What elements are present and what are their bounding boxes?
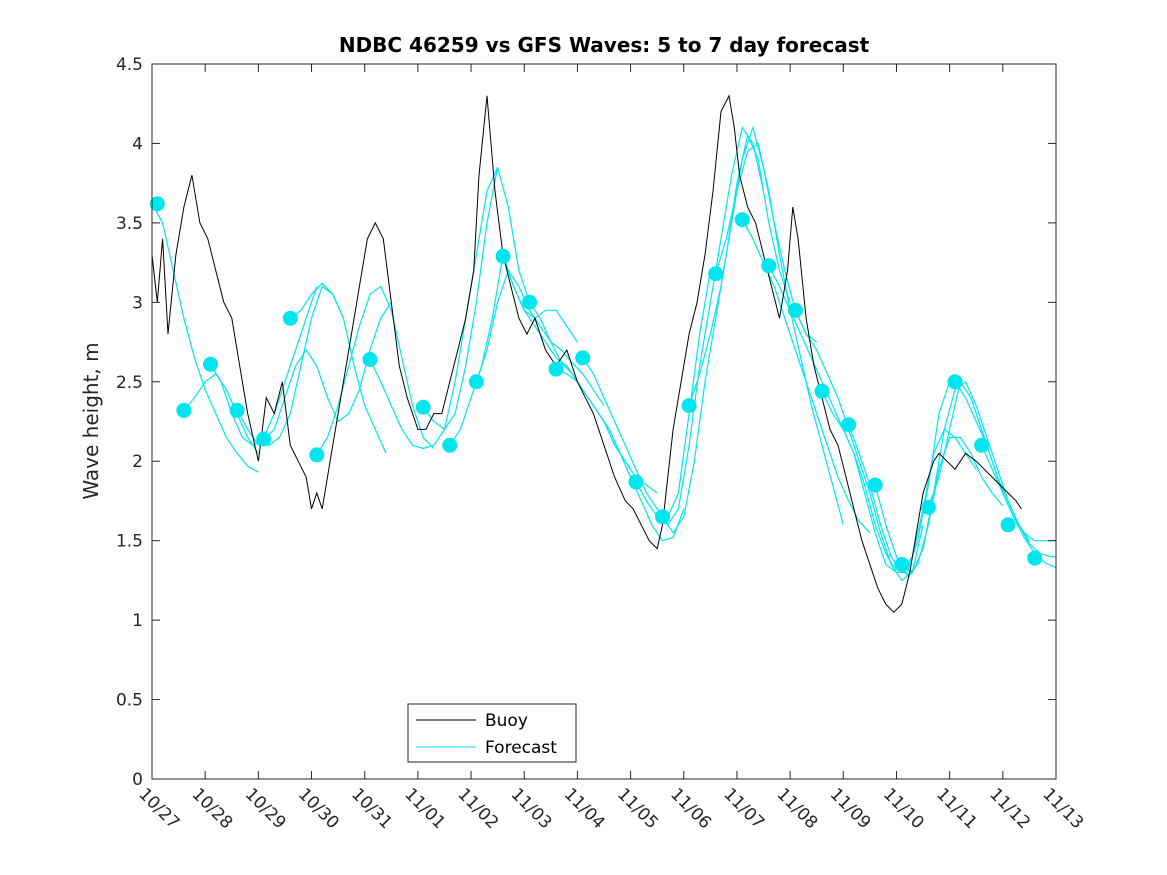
- y-tick-label-2: 1: [132, 611, 143, 631]
- y-tick-label-8: 4: [132, 134, 143, 154]
- forecast-marker-2: [203, 356, 218, 372]
- y-tick-label-1: 0.5: [116, 691, 143, 711]
- forecast-marker-23: [841, 417, 857, 433]
- forecast-run-line-6: [316, 285, 435, 456]
- forecast-marker-7: [362, 352, 378, 367]
- forecast-marker-22: [814, 383, 830, 399]
- axes-box: [151, 63, 1057, 780]
- forecast-run-line-14: [582, 270, 711, 518]
- legend-label-forecast: Forecast: [485, 738, 557, 758]
- forecast-run-line-4: [263, 301, 392, 440]
- legend-label-buoy: Buoy: [485, 711, 528, 731]
- legend: Buoy Forecast: [407, 703, 577, 763]
- forecast-marker-17: [681, 398, 697, 414]
- forecast-run-line-8: [422, 167, 531, 431]
- forecast-run-line-28: [981, 445, 1057, 569]
- forecast-marker-14: [575, 350, 591, 366]
- forecast-run-line-3: [236, 285, 344, 446]
- forecast-run-line-27: [954, 381, 1056, 558]
- forecast-marker-10: [468, 374, 484, 390]
- y-tick-label-4: 2: [132, 452, 143, 472]
- y-tick-label-9: 4.5: [116, 55, 143, 75]
- forecast-marker-12: [522, 294, 538, 310]
- forecast-marker-29: [1000, 517, 1016, 533]
- y-tick-label-0: 0: [132, 770, 143, 790]
- forecast-marker-19: [734, 212, 750, 228]
- forecast-marker-27: [947, 374, 963, 390]
- legend-box: [407, 703, 577, 763]
- forecast-run-line-21: [794, 310, 924, 582]
- y-tick-label-5: 2.5: [116, 373, 143, 393]
- forecast-run-line-7: [369, 167, 499, 450]
- forecast-marker-26: [920, 499, 936, 515]
- forecast-marker-0: [149, 196, 165, 212]
- forecast-marker-24: [867, 477, 883, 493]
- chart-title: NDBC 46259 vs GFS Waves: 5 to 7 day fore…: [339, 33, 870, 57]
- series-layer: [149, 94, 1057, 613]
- forecast-marker-15: [628, 474, 644, 490]
- forecast-run-line-18: [715, 142, 844, 525]
- forecast-marker-13: [548, 361, 564, 377]
- forecast-marker-16: [655, 509, 670, 525]
- forecast-run-line-10: [475, 269, 605, 406]
- forecast-run-line-24: [874, 436, 1004, 577]
- forecast-marker-30: [1027, 550, 1043, 566]
- forecast-marker-18: [708, 266, 724, 282]
- forecast-marker-4: [256, 431, 272, 447]
- forecast-marker-11: [495, 248, 511, 264]
- buoy-line: [151, 94, 1022, 613]
- y-tick-label-7: 3.5: [116, 214, 143, 234]
- y-tick-label-3: 1.5: [116, 532, 143, 552]
- y-axis-label: Wave height, m: [79, 342, 103, 499]
- forecast-marker-28: [974, 437, 990, 453]
- forecast-run-line-0: [151, 203, 259, 473]
- forecast-marker-8: [415, 399, 431, 415]
- forecast-run-line-5: [289, 282, 387, 454]
- forecast-marker-6: [309, 447, 325, 463]
- y-tick-label-6: 3: [132, 293, 143, 313]
- forecast-marker-20: [761, 258, 777, 274]
- forecast-marker-25: [894, 557, 910, 572]
- forecast-marker-21: [787, 302, 803, 318]
- forecast-marker-3: [229, 402, 245, 418]
- forecast-marker-1: [176, 402, 192, 418]
- forecast-marker-9: [442, 437, 458, 453]
- forecast-marker-5: [282, 310, 298, 326]
